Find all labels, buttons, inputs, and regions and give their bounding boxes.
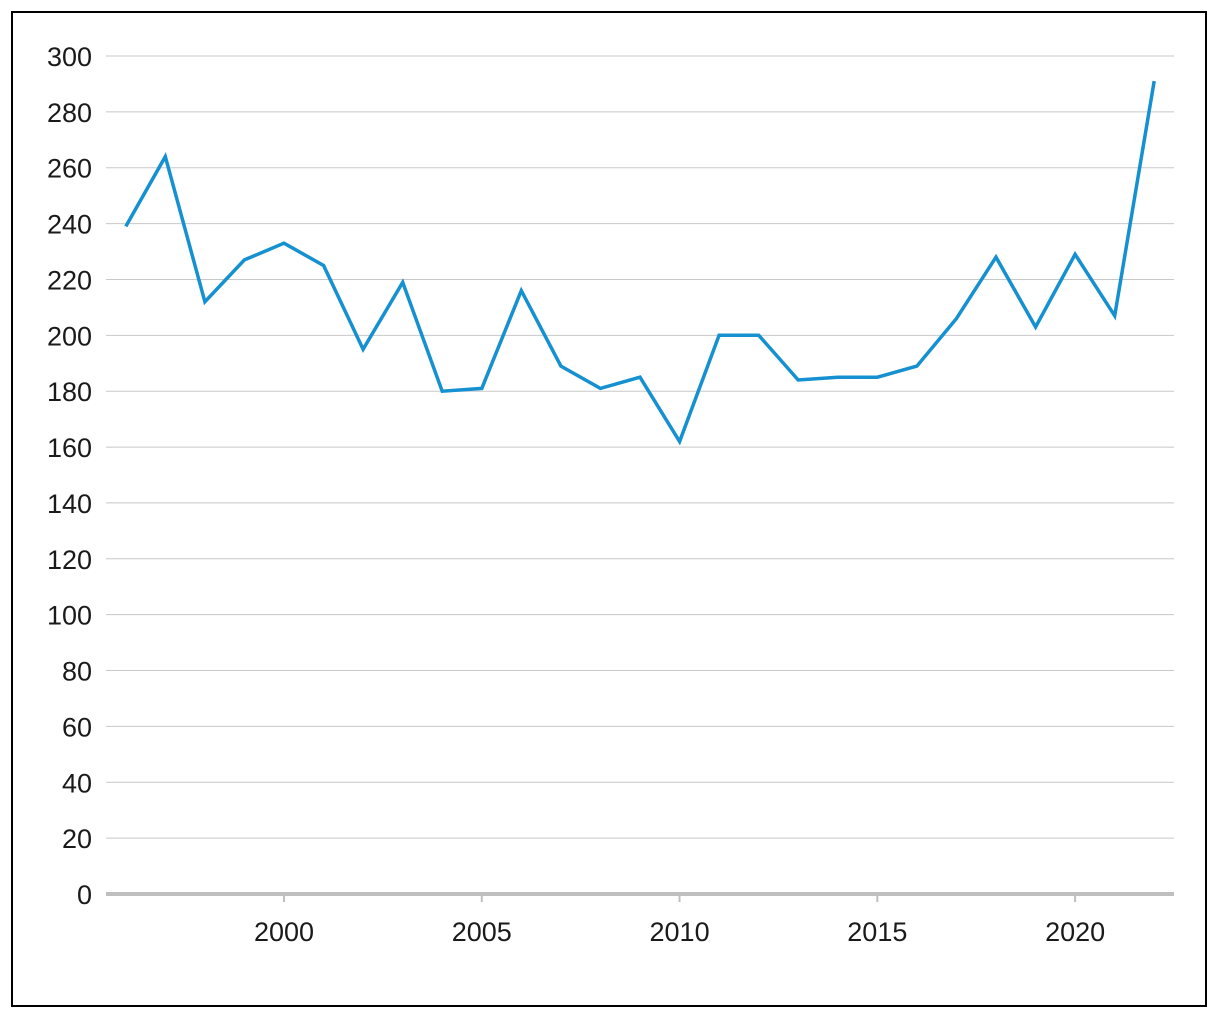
y-tick-label: 20 xyxy=(62,824,92,854)
gridlines xyxy=(106,55,1174,839)
x-tick-label: 2010 xyxy=(650,917,710,947)
series-line xyxy=(124,80,1156,446)
y-tick-label: 120 xyxy=(47,545,92,575)
y-tick-label: 40 xyxy=(62,768,92,798)
x-axis xyxy=(106,892,1174,902)
y-tick-label: 100 xyxy=(47,601,92,631)
x-tick-label: 2020 xyxy=(1045,917,1105,947)
y-tick-label: 280 xyxy=(47,98,92,128)
y-tick-label: 80 xyxy=(62,657,92,687)
y-tick-label: 300 xyxy=(47,42,92,72)
x-tick-label: 2015 xyxy=(847,917,907,947)
y-tick-label: 240 xyxy=(47,210,92,240)
series-layer xyxy=(124,80,1156,446)
x-tick-label: 2005 xyxy=(452,917,512,947)
x-axis-tick-labels: 2000 2005 2010 2015 2020 xyxy=(254,917,1105,947)
y-axis-tick-labels: 0 20 40 60 80 100 120 140 160 180 200 220 240 260 280 3… xyxy=(47,42,92,910)
y-tick-label: 220 xyxy=(47,265,92,295)
y-tick-label: 140 xyxy=(47,489,92,519)
y-tick-label: 260 xyxy=(47,154,92,184)
y-tick-label: 200 xyxy=(47,321,92,351)
y-tick-label: 0 xyxy=(77,880,92,910)
chart-frame xyxy=(11,11,1207,1007)
y-tick-label: 180 xyxy=(47,377,92,407)
x-tick-label: 2000 xyxy=(254,917,314,947)
y-tick-label: 60 xyxy=(62,712,92,742)
y-tick-label: 160 xyxy=(47,433,92,463)
